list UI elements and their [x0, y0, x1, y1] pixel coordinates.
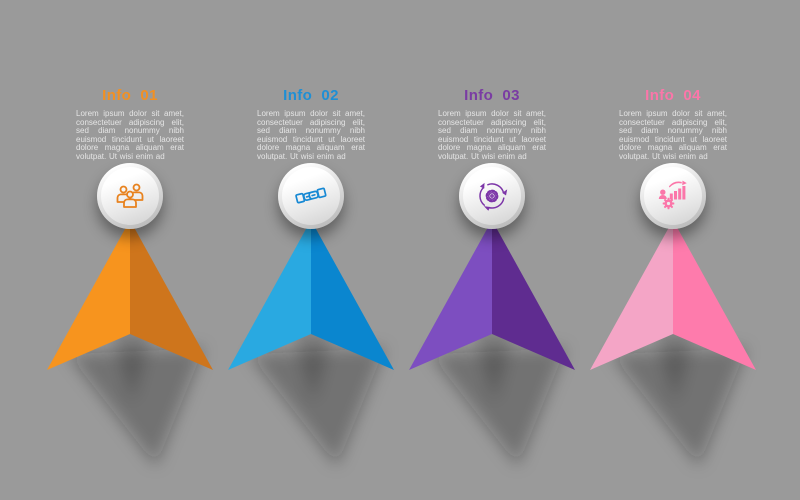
icon-badge	[97, 163, 163, 229]
arrow-notch-shadow	[655, 330, 695, 403]
arrow-right-half	[673, 220, 756, 370]
arrow-shape	[590, 220, 756, 466]
arrow-shape	[47, 220, 213, 466]
step-description: Lorem ipsum dolor sit amet, consectetuer…	[257, 109, 365, 161]
arrow-notch-shadow	[474, 330, 514, 403]
arrow-notch-shadow	[112, 330, 152, 403]
growth-analytics-icon	[658, 180, 687, 210]
arrow-left-half	[47, 220, 130, 370]
arrow-shadow	[68, 348, 204, 466]
arrow-shape	[228, 220, 394, 466]
arrow-shadow	[249, 348, 385, 466]
arrow-left-half	[590, 220, 673, 370]
icon-badge	[459, 163, 525, 229]
step-description: Lorem ipsum dolor sit amet, consectetuer…	[619, 109, 727, 161]
arrow-shadow	[611, 348, 747, 466]
infographic-step-1: Info 01 Lorem ipsum dolor sit amet, cons…	[40, 0, 220, 500]
arrow-shadow	[430, 348, 566, 466]
step-description: Lorem ipsum dolor sit amet, consectetuer…	[438, 109, 546, 161]
handshake-icon	[295, 187, 327, 204]
arrow-left-half	[409, 220, 492, 370]
infographic-step-3: Info 03 Lorem ipsum dolor sit amet, cons…	[402, 0, 582, 500]
infographic-step-2: Info 02 Lorem ipsum dolor sit amet, cons…	[221, 0, 401, 500]
step-title: Info 03	[464, 87, 520, 104]
arrow-notch-shadow	[293, 330, 333, 403]
icon-badge	[640, 163, 706, 229]
infographic-step-4: Info 04 Lorem ipsum dolor sit amet, cons…	[583, 0, 763, 500]
arrow-shape	[409, 220, 575, 466]
step-title: Info 04	[645, 87, 701, 104]
step-title: Info 02	[283, 87, 339, 104]
arrow-right-half	[311, 220, 394, 370]
step-title: Info 01	[102, 87, 158, 104]
icon-badge	[278, 163, 344, 229]
arrow-left-half	[228, 220, 311, 370]
team-icon	[116, 183, 144, 208]
step-description: Lorem ipsum dolor sit amet, consectetuer…	[76, 109, 184, 161]
process-gear-icon	[479, 182, 508, 211]
arrow-right-half	[130, 220, 213, 370]
arrow-right-half	[492, 220, 575, 370]
